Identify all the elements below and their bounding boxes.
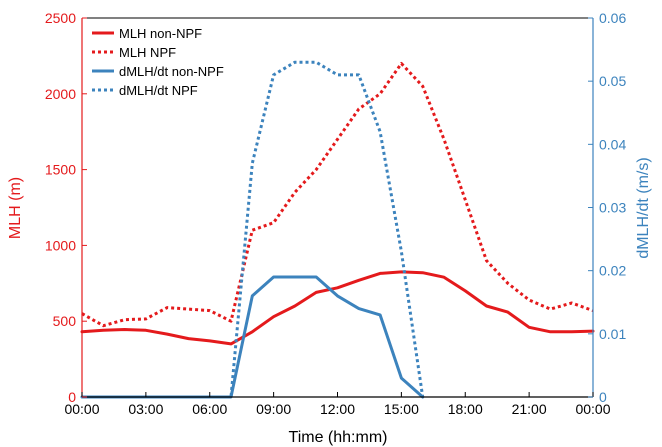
legend-label-mlh-non-npf: MLH non-NPF bbox=[119, 26, 202, 41]
y-right-tick-label: 0.06 bbox=[599, 10, 626, 26]
x-tick-label: 09:00 bbox=[256, 401, 291, 417]
y-right-tick-label: 0.01 bbox=[599, 326, 626, 342]
y-left-tick-label: 2500 bbox=[45, 10, 76, 26]
series-line-mlh-non-npf bbox=[80, 270, 595, 346]
y-left-tick-label: 0 bbox=[68, 389, 76, 405]
legend-label-dmlh-dt-npf: dMLH/dt NPF bbox=[119, 83, 198, 98]
y-left-tick-label: 2000 bbox=[45, 86, 76, 102]
legend-label-dmlh-dt-non-npf: dMLH/dt non-NPF bbox=[119, 64, 224, 79]
series-line-dmlh-dt-non-npf bbox=[80, 275, 425, 399]
x-tick-label: 03:00 bbox=[128, 401, 163, 417]
series-line-dmlh-dt-npf bbox=[82, 60, 425, 399]
x-tick-label: 21:00 bbox=[512, 401, 547, 417]
x-tick-label: 00:00 bbox=[64, 401, 99, 417]
y-right-tick-label: 0.04 bbox=[599, 136, 626, 152]
y-right-tick-label: 0 bbox=[599, 389, 607, 405]
legend-label-mlh-npf: MLH NPF bbox=[119, 45, 176, 60]
y-right-tick-label: 0.02 bbox=[599, 263, 626, 279]
x-tick-label: 06:00 bbox=[192, 401, 227, 417]
y-left-tick-label: 1000 bbox=[45, 237, 76, 253]
y-right-tick-label: 0.05 bbox=[599, 73, 626, 89]
axis-titles: MLH (m) dMLH/dt (m/s) Time (hh:mm) bbox=[7, 157, 652, 446]
axes-layer: 00:00 03:00 06:00 09:00 12:00 15:00 18:00 21:00… bbox=[45, 10, 627, 417]
y-right-axis-title: dMLH/dt (m/s) bbox=[635, 157, 652, 258]
y-left-tick-label: 1500 bbox=[45, 162, 76, 178]
x-tick-label: 00:00 bbox=[575, 401, 610, 417]
series-line-mlh-npf bbox=[81, 62, 594, 328]
series-layer bbox=[80, 60, 595, 399]
x-tick-label: 15:00 bbox=[384, 401, 419, 417]
y-left-tick-label: 500 bbox=[53, 313, 77, 329]
x-tick-label: 12:00 bbox=[320, 401, 355, 417]
legend: MLH non-NPF MLH NPF dMLH/dt non-NPF dMLH/dt… bbox=[92, 26, 224, 98]
y-right-tick-label: 0.03 bbox=[599, 200, 626, 216]
x-axis-title: Time (hh:mm) bbox=[289, 429, 388, 446]
y-left-axis-title: MLH (m) bbox=[7, 177, 24, 239]
x-tick-label: 18:00 bbox=[448, 401, 483, 417]
